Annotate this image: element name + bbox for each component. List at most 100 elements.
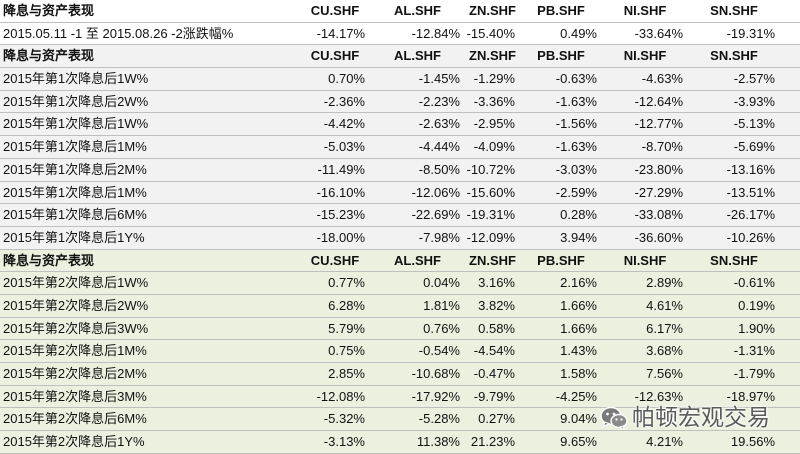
value-cell: 1.81% — [423, 297, 460, 313]
value-cell: -4.44% — [418, 139, 460, 155]
row-label: 2015年第1次降息后6M% — [3, 207, 147, 223]
row-label: 2015年第2次降息后2W% — [3, 297, 149, 313]
value-cell: -5.03% — [323, 139, 365, 155]
row-label: 2015年第2次降息后3M% — [3, 388, 147, 404]
value-cell: 0.19% — [738, 297, 775, 313]
row-label: 2015年第1次降息后1W% — [3, 71, 149, 87]
value-cell: -12.77% — [634, 116, 683, 132]
table-row: 2015年第2次降息后2M% 2.85% -10.68% -0.47% 1.58% 7.5… — [0, 363, 800, 386]
table-row: 2015年第1次降息后1Y% -18.00% -7.98% -12.09% 3.94% -… — [0, 227, 800, 250]
value-cell: -10.72% — [466, 161, 515, 177]
value-cell: -19.31% — [726, 25, 775, 41]
column-header: SN.SHF — [710, 3, 758, 18]
value-cell: 19.56% — [730, 434, 775, 450]
value-cell: 0.58% — [478, 320, 515, 336]
column-header: NI.SHF — [623, 3, 667, 18]
value-cell: 4.21% — [646, 434, 683, 450]
value-cell: -1.56% — [555, 116, 597, 132]
column-header: SN.SHF — [710, 48, 758, 64]
row-label: 2015年第2次降息后3W% — [3, 320, 149, 336]
value-cell: -4.09% — [473, 139, 515, 155]
value-cell: -5.13% — [733, 116, 775, 132]
column-header: NI.SHF — [623, 252, 667, 268]
value-cell: 1.66% — [560, 297, 597, 313]
value-cell: -36.60% — [634, 229, 683, 245]
table-row: 2015年第1次降息后1M% -5.03% -4.44% -4.09% -1.63% -8… — [0, 136, 800, 159]
column-header: CU.SHF — [310, 48, 360, 64]
row-label: 2015年第2次降息后1M% — [3, 343, 147, 359]
value-cell: -3.36% — [473, 93, 515, 109]
value-cell: -2.23% — [418, 93, 460, 109]
value-cell: 3.82% — [478, 297, 515, 313]
value-cell: -12.09% — [466, 229, 515, 245]
value-cell: -1.31% — [733, 343, 775, 359]
row-label: 2015年第1次降息后2M% — [3, 161, 147, 177]
row-label: 2015年第1次降息后1W% — [3, 116, 149, 132]
value-cell: -13.51% — [726, 184, 775, 200]
value-cell: -8.70% — [641, 139, 683, 155]
value-cell — [688, 408, 780, 430]
value-cell: -15.60% — [466, 184, 515, 200]
row-label: 2015年第2次降息后2M% — [3, 366, 147, 381]
table-row: 2015年第1次降息后6M% -15.23% -22.69% -19.31% 0.28%… — [0, 204, 800, 227]
header-label: 降息与资产表现 — [3, 252, 95, 268]
value-cell: 1.66% — [560, 320, 597, 336]
value-cell: -4.25% — [555, 388, 597, 404]
column-header: AL.SHF — [394, 3, 441, 18]
value-cell: 6.17% — [646, 320, 683, 336]
value-cell: -18.00% — [316, 229, 365, 245]
value-cell: -0.63% — [555, 71, 597, 87]
value-cell: 0.28% — [560, 207, 597, 223]
value-cell: -8.50% — [418, 161, 460, 177]
header-label: 降息与资产表现 — [3, 48, 95, 64]
value-cell: 9.04% — [560, 411, 597, 427]
value-cell: -9.79% — [473, 388, 515, 404]
value-cell: -0.61% — [733, 275, 775, 291]
column-header: ZN.SHF — [469, 48, 516, 64]
column-header: PB.SHF — [537, 48, 585, 64]
row-label: 2015年第2次降息后1Y% — [3, 434, 145, 450]
value-cell: -18.97% — [726, 388, 775, 404]
value-cell: -5.28% — [418, 411, 460, 427]
header-row: 降息与资产表现 CU.SHF AL.SHF ZN.SHF PB.SHF NI.SHF SN.… — [0, 0, 800, 23]
table-row: 2015.05.11 -1 至 2015.08.26 -2涨跌幅% -14.17%… — [0, 23, 800, 46]
value-cell: 0.76% — [423, 320, 460, 336]
value-cell: -15.23% — [316, 207, 365, 223]
column-header: CU.SHF — [310, 252, 360, 268]
value-cell: -26.17% — [726, 207, 775, 223]
value-cell: -10.26% — [726, 229, 775, 245]
value-cell: -1.45% — [418, 71, 460, 87]
column-header: AL.SHF — [394, 252, 441, 268]
value-cell: -33.64% — [634, 25, 683, 41]
value-cell: 6.28% — [328, 297, 365, 313]
value-cell: -11.49% — [317, 161, 365, 177]
value-cell: -2.63% — [418, 116, 460, 132]
value-cell: 5.79% — [328, 320, 365, 336]
header-label: 降息与资产表现 — [3, 3, 95, 18]
table-row: 2015年第2次降息后1M% 0.75% -0.54% -4.54% 1.43% 3.68… — [0, 340, 800, 363]
value-cell: -22.69% — [411, 207, 460, 223]
value-cell: 7.56% — [646, 366, 683, 381]
row-label: 2015年第1次降息后1M% — [3, 184, 147, 200]
value-cell: -19.31% — [466, 207, 515, 223]
value-cell: -10.68% — [411, 366, 460, 381]
value-cell: -23.80% — [634, 161, 683, 177]
table-section-2: 降息与资产表现 CU.SHF AL.SHF ZN.SHF PB.SHF NI.SHF SN.… — [0, 45, 800, 250]
table-section-1: 降息与资产表现 CU.SHF AL.SHF ZN.SHF PB.SHF NI.SHF SN.… — [0, 0, 800, 46]
header-row: 降息与资产表现 CU.SHF AL.SHF ZN.SHF PB.SHF NI.SHF SN.… — [0, 45, 800, 69]
table-row: 2015年第1次降息后1W% 0.70% -1.45% -1.29% -0.63% -4.… — [0, 68, 800, 91]
value-cell: 4.61% — [646, 297, 683, 313]
value-cell: 3.68% — [646, 343, 683, 359]
value-cell: 11.38% — [416, 434, 460, 450]
table-row: 2015年第2次降息后2W% 6.28% 1.81% 3.82% 1.66% 4.61% 0… — [0, 295, 800, 318]
value-cell: 3.94% — [560, 229, 597, 245]
value-cell: -4.42% — [323, 116, 365, 132]
column-header: SN.SHF — [710, 252, 758, 268]
value-cell: 0.75% — [328, 343, 365, 359]
value-cell: -0.54% — [418, 343, 460, 359]
value-cell: 0.49% — [560, 25, 597, 41]
value-cell: -2.95% — [473, 116, 515, 132]
value-cell: -16.10% — [316, 184, 365, 200]
value-cell: -33.08% — [634, 207, 683, 223]
